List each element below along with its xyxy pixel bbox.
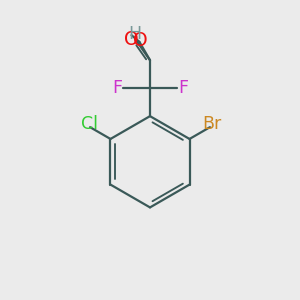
Text: Cl: Cl <box>81 115 98 133</box>
Text: Br: Br <box>203 115 222 133</box>
Text: F: F <box>178 79 188 97</box>
Text: O: O <box>133 31 147 50</box>
Text: O: O <box>124 30 139 50</box>
Text: F: F <box>112 79 122 97</box>
Text: H: H <box>128 25 141 43</box>
